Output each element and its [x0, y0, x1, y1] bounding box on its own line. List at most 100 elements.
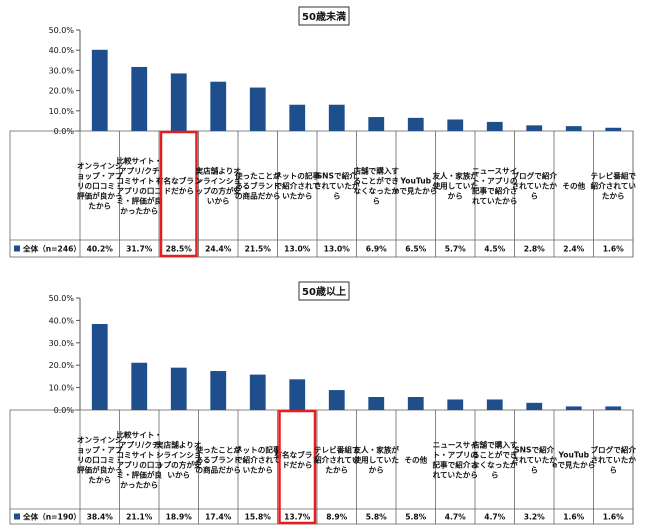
chart-title-box — [298, 6, 350, 26]
category-label: SNSで紹介されていたから — [512, 445, 558, 475]
bar — [407, 397, 424, 410]
bar — [91, 49, 108, 131]
bar — [289, 379, 306, 410]
category-label: 使ったことがあるブランドの商品だから — [234, 171, 281, 201]
bar — [131, 66, 148, 131]
value-label: 2.8% — [524, 245, 545, 254]
bar — [328, 104, 345, 131]
value-label: 1.6% — [603, 245, 624, 254]
category-label: 店舗で購入することができなくなったから — [353, 166, 399, 206]
chart-2: 50歳以上 0.0% 10.0% 20.0% 30.0% 40.0% 50.0% オンラインシ… — [9, 281, 636, 525]
category-label: YouTub eで見たから — [394, 177, 437, 196]
bar — [447, 399, 464, 410]
category-label: オンラインショップ・アプリの口コミ・評価が良かったから — [77, 162, 123, 211]
category-label: SNSで紹介されていたから — [314, 171, 360, 201]
legend-swatch — [14, 513, 20, 520]
legend-swatch — [14, 245, 20, 252]
category-label: ブログで紹介されていたから — [511, 171, 557, 201]
value-label: 38.4% — [87, 513, 114, 522]
y-tick-label: 10.0% — [49, 384, 75, 393]
bar — [526, 402, 543, 410]
category-label: 有名なブランドだから — [274, 450, 320, 470]
bar — [486, 399, 503, 410]
value-label: 4.5% — [484, 245, 505, 254]
chart-title-box — [298, 281, 350, 301]
category-label: 使ったことがあるブランドの商品だから — [194, 445, 241, 475]
bar — [565, 406, 582, 410]
category-label: テレビ番組で紹介されていたから — [314, 445, 360, 475]
category-label: ニュースサイト・アプリの記事で紹介されていたから — [432, 441, 478, 480]
bar — [170, 367, 187, 410]
category-label: ブログで紹介されていたから — [590, 445, 636, 475]
y-tick-label: 20.0% — [49, 87, 75, 96]
highlight-box — [159, 130, 198, 258]
bar — [210, 371, 227, 410]
category-label: ネットの記事で紹介されていたから — [274, 171, 320, 201]
y-tick-label: 40.0% — [49, 46, 75, 55]
bar — [368, 117, 385, 131]
bar — [210, 81, 227, 131]
value-label: 21.1% — [126, 513, 153, 522]
category-label: ネットの記事で紹介されていたから — [235, 445, 281, 475]
value-label: 28.5% — [166, 245, 193, 254]
category-label: 比較サイト・アプリ/クチコミサイト・アプリの口コミ・評価が良かったから — [116, 156, 162, 216]
value-label: 1.6% — [563, 513, 584, 522]
y-tick-label: 50.0% — [49, 294, 75, 303]
category-label: ニュースサイト・アプリの記事で紹介されていたから — [472, 167, 518, 206]
category-label: 比較サイト・アプリ/クチコミサイト・アプリの口コミ・評価が良かったから — [116, 430, 162, 490]
value-label: 1.6% — [603, 513, 624, 522]
value-label: 4.7% — [484, 513, 505, 522]
highlight-box — [278, 409, 317, 525]
category-label: 実店舗よりオンラインショップの方が安いから — [156, 440, 202, 480]
bar — [447, 119, 464, 131]
category-label: YouTub eで見たから — [552, 451, 595, 470]
y-tick-label: 50.0% — [49, 26, 75, 35]
bar — [526, 125, 543, 131]
y-tick-label: 40.0% — [49, 316, 75, 325]
value-label: 5.7% — [445, 245, 466, 254]
chart-1: 50歳未満 0.0% 10.0% 20.0% 30.0% 40.0% 50.0% オンラインシ… — [9, 6, 636, 258]
bar — [605, 406, 622, 410]
value-label: 24.4% — [205, 245, 232, 254]
value-label: 4.7% — [445, 513, 466, 522]
y-tick-label: 30.0% — [49, 339, 75, 348]
y-tick-label: 0.0% — [54, 127, 75, 136]
y-tick-label: 0.0% — [54, 406, 75, 415]
bar — [486, 121, 503, 131]
value-label: 5.8% — [366, 513, 387, 522]
bar — [328, 390, 345, 410]
bar — [249, 87, 266, 131]
value-label: 5.8% — [405, 513, 426, 522]
category-label: オンラインショップ・アプリの口コミ・評価が良かったから — [77, 436, 123, 485]
value-label: 17.4% — [205, 513, 232, 522]
value-label: 31.7% — [126, 245, 153, 254]
category-label: 友人・家族が使用していたから — [432, 171, 479, 201]
value-label: 13.0% — [324, 245, 351, 254]
bar — [91, 323, 108, 410]
value-label: 13.0% — [284, 245, 311, 254]
value-label: 21.5% — [245, 245, 272, 254]
y-tick-label: 20.0% — [49, 361, 75, 370]
legend-label: 全体（n=246） — [22, 244, 81, 254]
bar — [249, 374, 266, 410]
value-label: 2.4% — [563, 245, 584, 254]
category-label: 有名なブランドだから — [156, 176, 202, 196]
value-label: 13.7% — [284, 513, 311, 522]
legend-label: 全体（n=190） — [22, 512, 81, 522]
value-label: 3.2% — [524, 513, 545, 522]
value-label: 6.5% — [405, 245, 426, 254]
chart-title: 50歳以上 — [302, 285, 346, 298]
value-label: 18.9% — [166, 513, 193, 522]
chart-title: 50歳未満 — [302, 10, 346, 23]
y-tick-label: 30.0% — [49, 66, 75, 75]
category-label: テレビ番組で紹介されていたから — [590, 171, 636, 201]
category-label: その他 — [404, 455, 427, 465]
value-label: 15.8% — [245, 513, 272, 522]
bar — [605, 127, 622, 131]
bar — [368, 397, 385, 410]
y-tick-label: 10.0% — [49, 107, 75, 116]
bar — [289, 104, 306, 131]
value-label: 40.2% — [87, 245, 114, 254]
category-label: 実店舗よりオンラインショップの方が安いから — [195, 166, 241, 206]
category-label: その他 — [562, 181, 585, 191]
